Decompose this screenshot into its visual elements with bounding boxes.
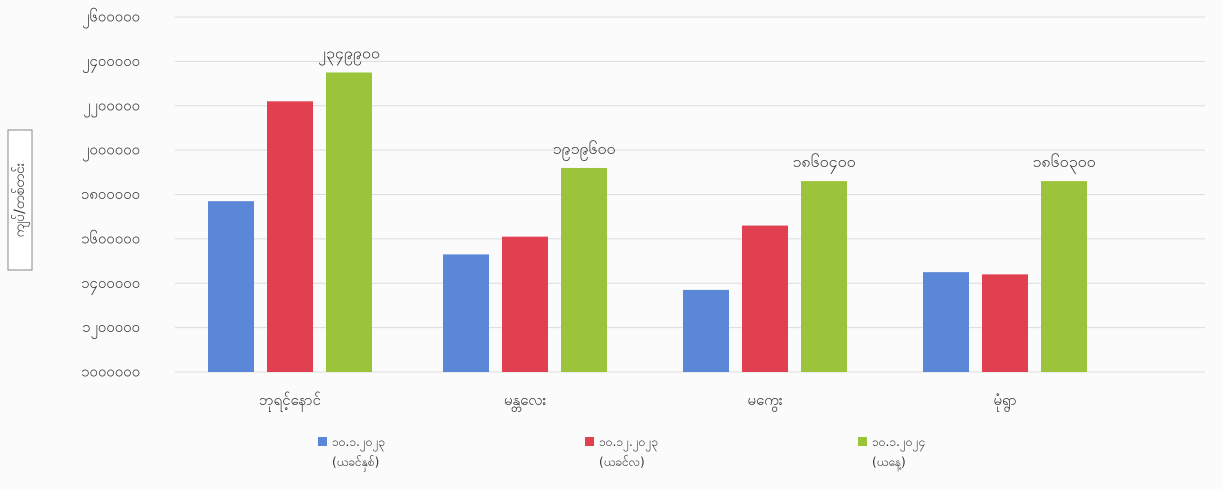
bar [326, 72, 372, 372]
bar [801, 181, 847, 372]
y-axis-ticks: ၂၆၀၀၀၀၀၂၄၀၀၀၀၀၂၂၀၀၀၀၀၂၀၀၀၀၀၀၁၈၀၀၀၀၀၁၆၀၀၀… [81, 8, 140, 381]
legend-sublabel: (ယခင်နှစ်) [332, 454, 379, 472]
bar [267, 101, 313, 372]
legend-sublabel: (ယခင်လ) [599, 454, 645, 469]
bars [208, 72, 1087, 372]
data-label: ၁၈၆၀၃၀၀ [1032, 152, 1095, 174]
bar [923, 272, 969, 372]
x-tick-label: မုံရွာ [993, 391, 1016, 412]
data-label: ၂၃၄၉၉၀၀ [318, 43, 380, 65]
x-tick-label: မန္တလေး [504, 391, 547, 412]
legend-label: ၁၀.၁၂.၂၀၂၃ [599, 435, 658, 452]
bar [561, 167, 607, 372]
x-tick-label: ဘုရင့်နောင် [259, 391, 321, 412]
data-label: ၁၉၁၉၆၀၀ [553, 139, 616, 161]
bar [1041, 181, 1087, 372]
legend-label: ၁၀.၁.၂၀၂၄ [872, 435, 925, 452]
bar [208, 201, 254, 372]
y-tick-label: ၁၄၀၀၀၀၀ [81, 274, 140, 295]
legend-swatch [585, 437, 594, 446]
y-axis-label-group: ကျပ်/တစ်တင်း [7, 129, 33, 271]
y-axis-label: ကျပ်/တစ်တင်း [12, 162, 30, 237]
bar [742, 225, 788, 372]
y-tick-label: ၂၂၀၀၀၀၀ [83, 96, 140, 117]
legend-swatch [318, 437, 327, 446]
legend-sublabel: (ယနေ့) [872, 455, 906, 472]
y-tick-label: ၂၄၀၀၀၀၀ [82, 52, 140, 73]
legend: ၁၀.၁.၂၀၂၃ (ယခင်နှစ်) ၁၀.၁၂.၂၀၂၃ (ယခင်လ) ၁၀.၁… [318, 435, 925, 472]
legend-label: ၁၀.၁.၂၀၂၃ [332, 435, 385, 452]
x-tick-label: မကွေး [747, 391, 782, 412]
bar [443, 254, 489, 372]
y-tick-label: ၁၆၀၀၀၀၀ [81, 229, 140, 247]
y-tick-label: ၂၀၀၀၀၀၀ [82, 141, 140, 162]
data-label: ၁၈၆၀၄၀၀ [792, 152, 855, 174]
legend-swatch [858, 437, 867, 446]
y-tick-label: ၁၀၀၀၀၀၀ [81, 363, 140, 381]
bar [982, 274, 1028, 372]
y-tick-label: ၁၈၀၀၀၀၀ [81, 185, 140, 203]
bar [683, 289, 729, 372]
y-axis-label-box [7, 129, 33, 271]
bar [502, 236, 548, 372]
y-tick-label: ၁၂၀၀၀၀၀ [82, 318, 140, 339]
y-tick-label: ၂၆၀၀၀၀၀ [82, 8, 140, 29]
x-axis-categories: ဘုရင့်နောင် မန္တလေး မကွေး မုံရွာ [259, 391, 1017, 412]
